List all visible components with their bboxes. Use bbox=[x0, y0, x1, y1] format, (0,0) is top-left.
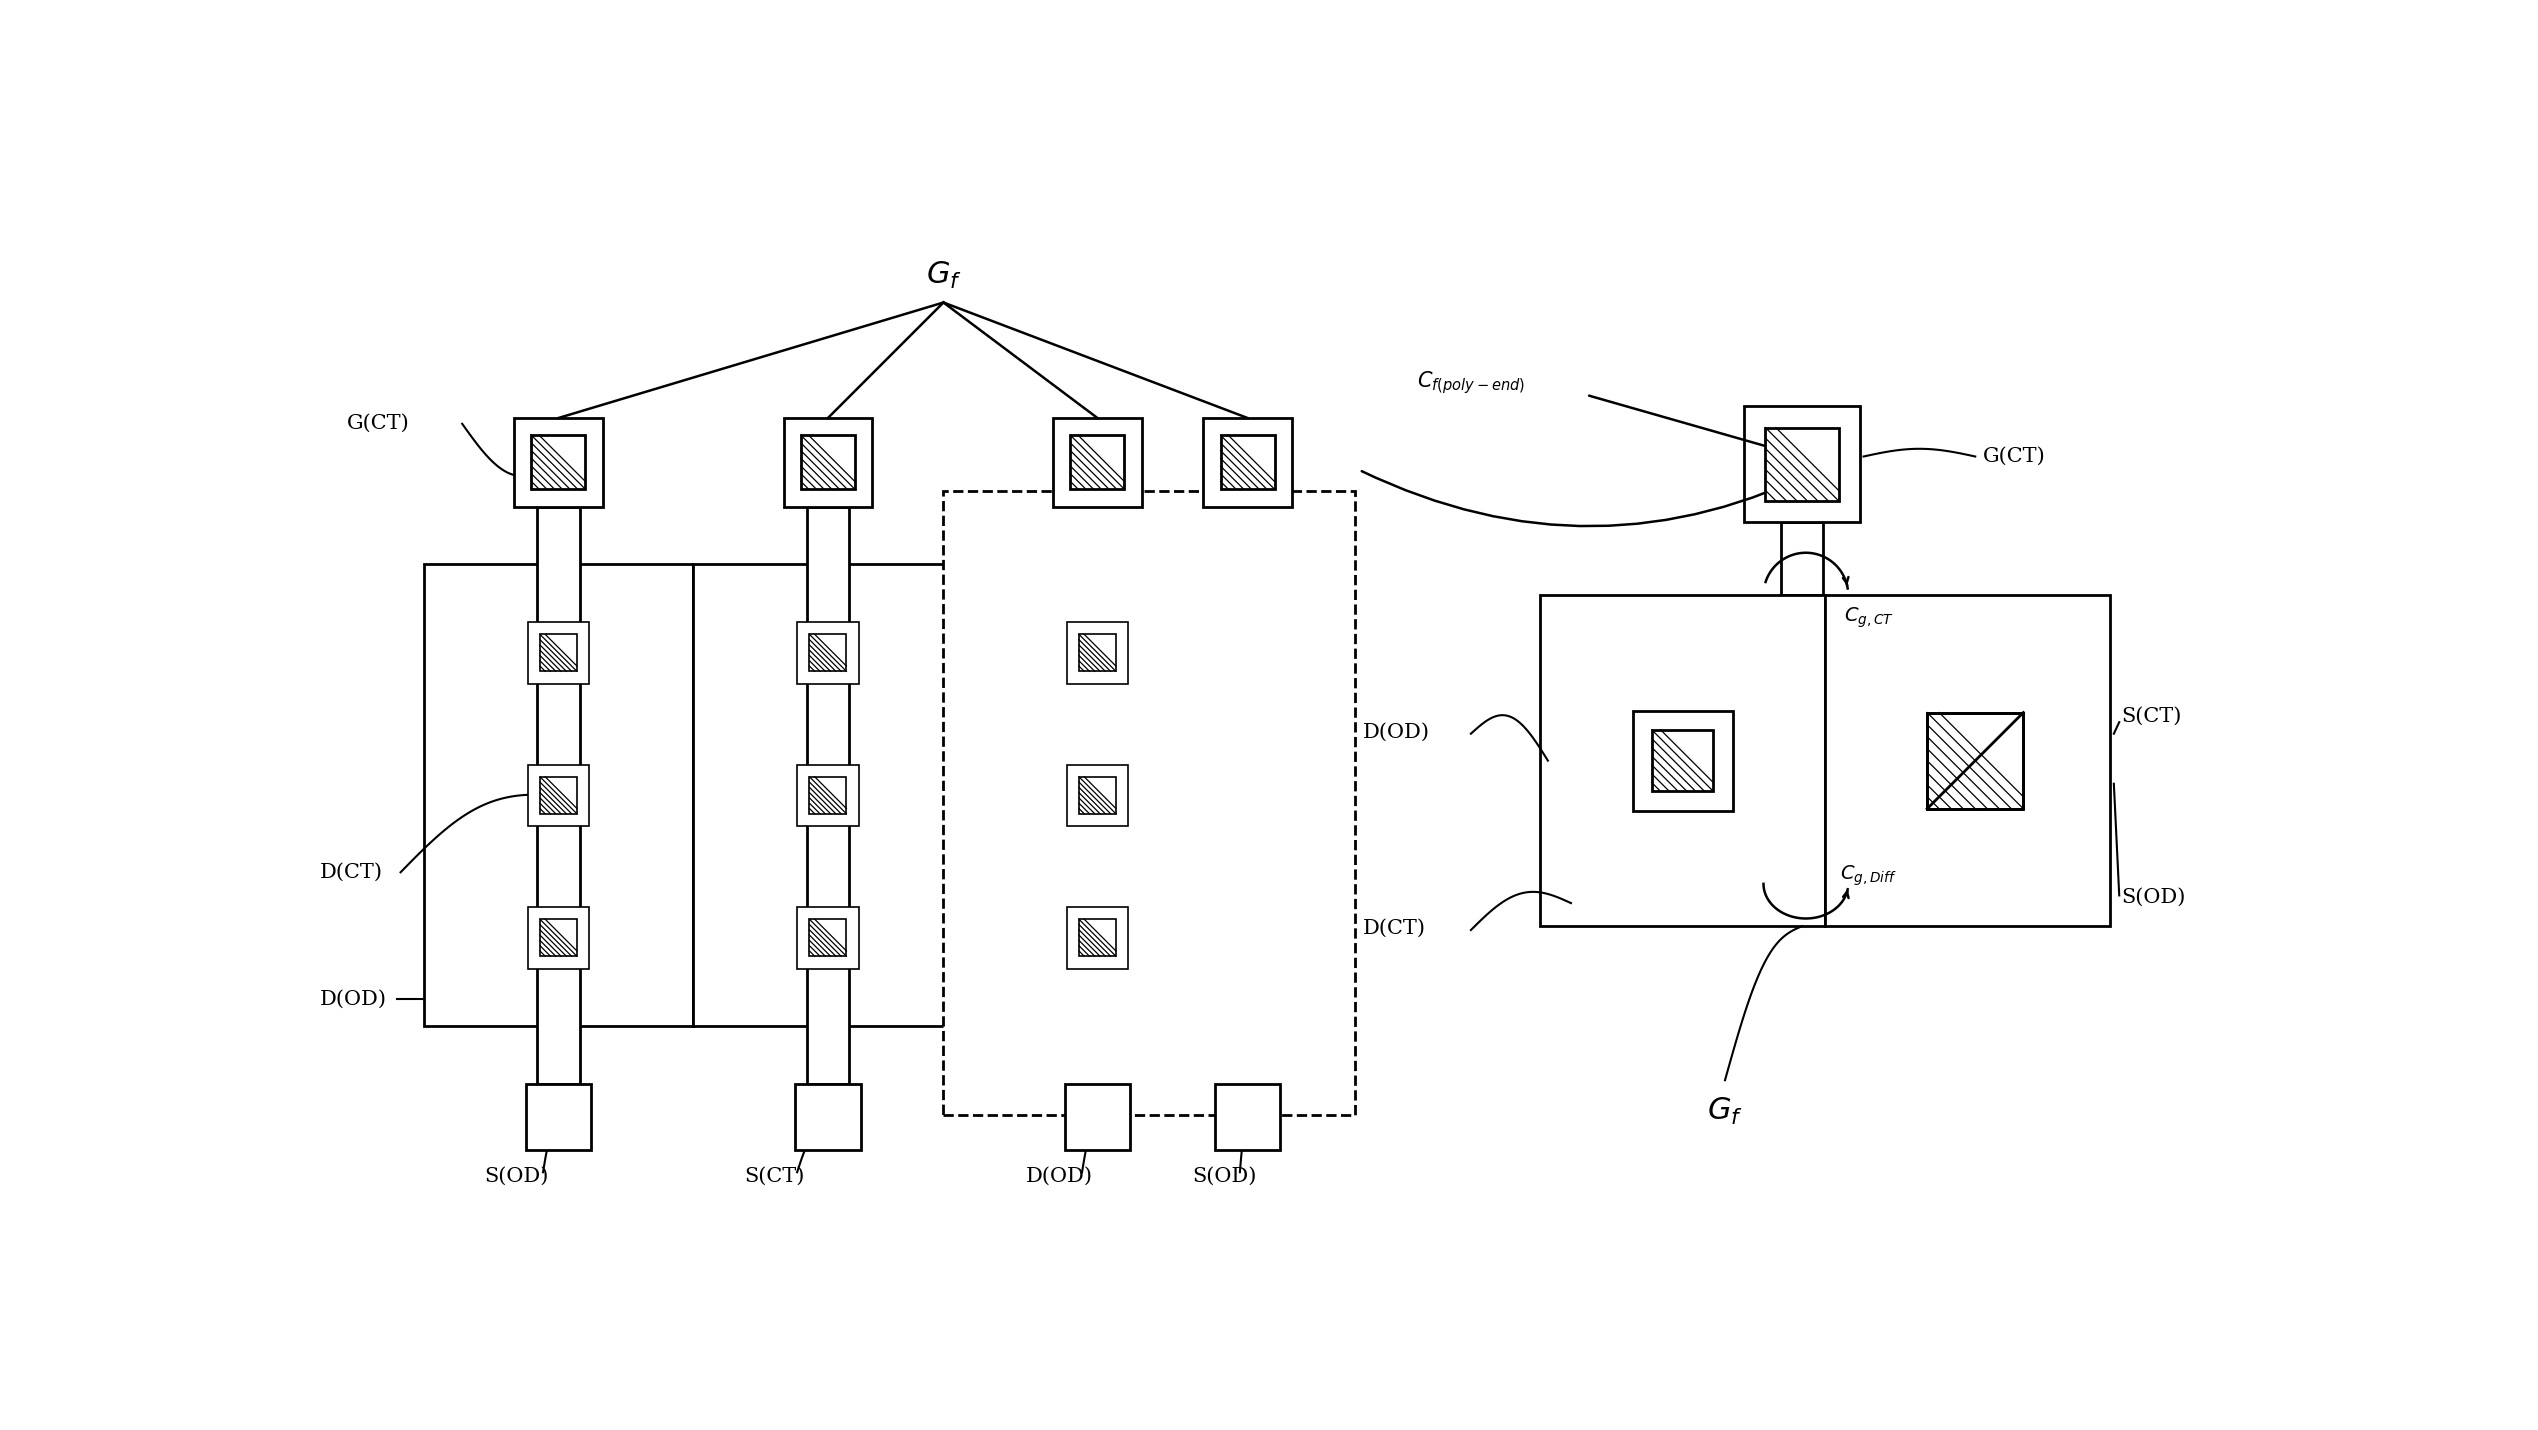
Text: S(CT): S(CT) bbox=[744, 1167, 805, 1187]
Bar bbox=[1541, 595, 1825, 927]
Bar bbox=[1071, 435, 1124, 489]
Bar bbox=[807, 506, 850, 1084]
Bar bbox=[794, 1084, 860, 1150]
Text: D(CT): D(CT) bbox=[1363, 919, 1426, 938]
Text: D(CT): D(CT) bbox=[320, 862, 383, 882]
Bar bbox=[802, 435, 855, 489]
Bar bbox=[1766, 428, 1838, 500]
Bar bbox=[1744, 406, 1860, 522]
Bar bbox=[1652, 729, 1713, 791]
Text: D(OD): D(OD) bbox=[320, 990, 386, 1008]
Bar bbox=[1926, 712, 2023, 809]
Bar bbox=[1066, 765, 1129, 827]
Text: S(CT): S(CT) bbox=[2122, 708, 2183, 726]
Bar bbox=[525, 1084, 591, 1150]
Text: G(CT): G(CT) bbox=[348, 415, 409, 433]
Bar bbox=[693, 565, 962, 1027]
Bar bbox=[515, 418, 602, 506]
Bar bbox=[810, 776, 848, 814]
Bar bbox=[1076, 506, 1119, 1084]
Bar bbox=[797, 622, 858, 684]
Bar bbox=[541, 919, 576, 957]
Text: $G_f$: $G_f$ bbox=[1708, 1095, 1744, 1127]
Text: S(OD): S(OD) bbox=[2122, 888, 2185, 907]
Bar bbox=[1825, 595, 2109, 927]
Text: $C_{g,Diff}$: $C_{g,Diff}$ bbox=[1840, 864, 1898, 888]
Bar bbox=[1079, 635, 1117, 671]
Bar bbox=[797, 907, 858, 968]
Bar bbox=[1782, 522, 1822, 595]
Bar bbox=[1226, 506, 1269, 1084]
Text: G(CT): G(CT) bbox=[1982, 448, 2046, 466]
Bar bbox=[784, 418, 873, 506]
Text: $C_{f(poly-end)}$: $C_{f(poly-end)}$ bbox=[1416, 369, 1525, 396]
Text: S(OD): S(OD) bbox=[1193, 1167, 1256, 1187]
Bar bbox=[1066, 907, 1129, 968]
Bar bbox=[797, 765, 858, 827]
Bar bbox=[1632, 711, 1733, 811]
Bar bbox=[1066, 622, 1129, 684]
Bar bbox=[944, 490, 1355, 1115]
Bar bbox=[962, 565, 1231, 1027]
Bar bbox=[1053, 418, 1142, 506]
Bar bbox=[424, 565, 693, 1027]
Bar bbox=[1066, 1084, 1129, 1150]
Text: $G_f$: $G_f$ bbox=[926, 260, 962, 290]
Bar bbox=[1221, 435, 1274, 489]
Text: $C_{g,CT}$: $C_{g,CT}$ bbox=[1845, 606, 1893, 631]
Text: D(OD): D(OD) bbox=[1025, 1167, 1091, 1187]
Bar bbox=[1216, 1084, 1279, 1150]
Bar bbox=[538, 506, 579, 1084]
Bar bbox=[1203, 418, 1292, 506]
Bar bbox=[528, 907, 589, 968]
Bar bbox=[810, 919, 848, 957]
Bar bbox=[528, 622, 589, 684]
Bar bbox=[810, 635, 848, 671]
Bar bbox=[530, 435, 586, 489]
Bar bbox=[1079, 919, 1117, 957]
Text: D(OD): D(OD) bbox=[1363, 722, 1429, 742]
Text: S(OD): S(OD) bbox=[485, 1167, 548, 1187]
Bar bbox=[1079, 776, 1117, 814]
Bar bbox=[541, 635, 576, 671]
Bar bbox=[541, 776, 576, 814]
Bar bbox=[528, 765, 589, 827]
